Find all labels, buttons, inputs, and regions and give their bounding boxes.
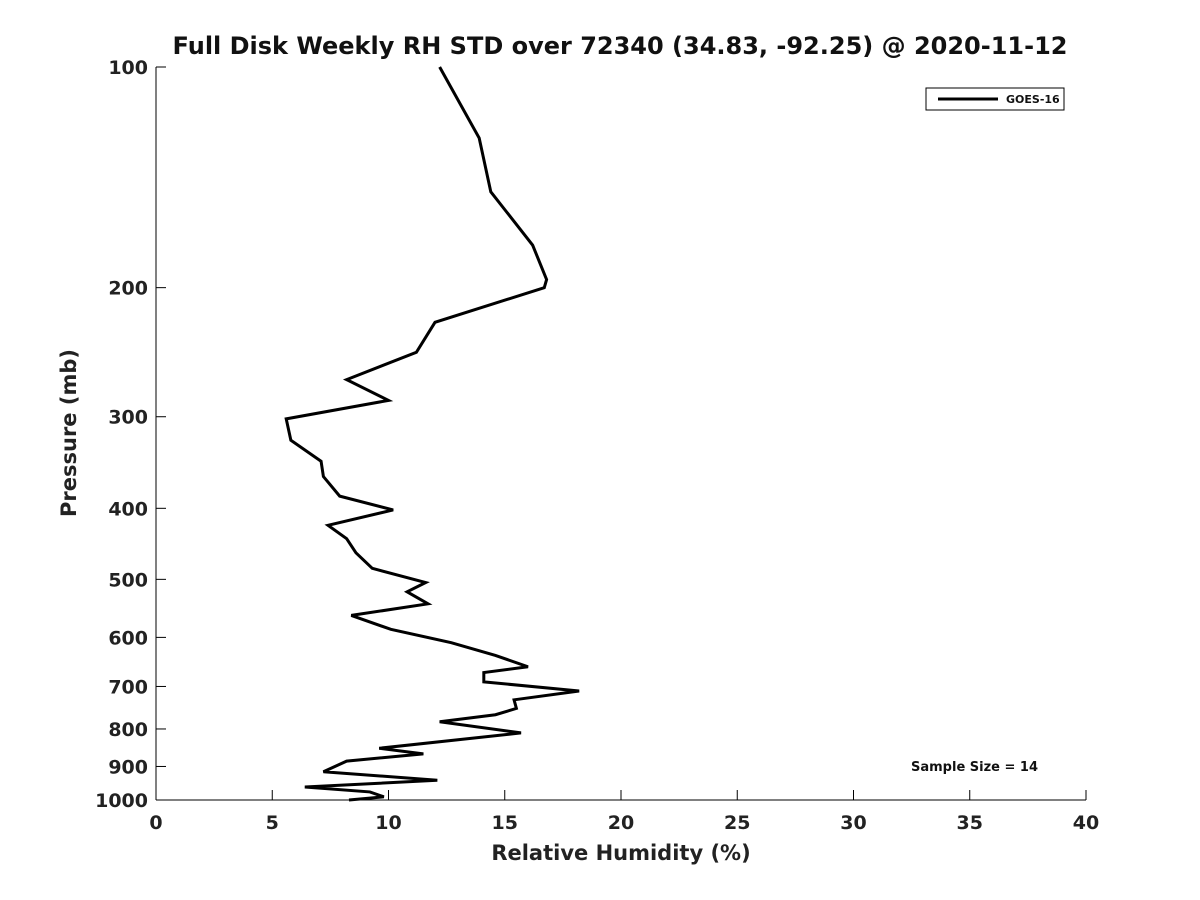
y-axis-label: Pressure (mb) bbox=[57, 349, 81, 517]
series-line-goes-16 bbox=[284, 66, 580, 802]
x-tick-label: 40 bbox=[1073, 812, 1099, 834]
x-ticks-group: 0 5 10 15 20 25 30 35 40 bbox=[149, 790, 1099, 834]
chart-title: Full Disk Weekly RH STD over 72340 (34.8… bbox=[173, 32, 1068, 60]
y-tick-label: 300 bbox=[108, 407, 148, 429]
y-tick-label: 100 bbox=[108, 57, 148, 79]
x-tick-label: 0 bbox=[149, 812, 162, 834]
series-group bbox=[284, 66, 580, 802]
y-tick-label: 400 bbox=[108, 498, 148, 520]
x-tick-label: 15 bbox=[492, 812, 518, 834]
y-tick-label: 800 bbox=[108, 719, 148, 741]
y-tick-label: 500 bbox=[108, 569, 148, 591]
x-tick-label: 5 bbox=[266, 812, 279, 834]
y-tick-label: 200 bbox=[108, 278, 148, 300]
x-tick-label: 30 bbox=[840, 812, 866, 834]
y-ticks-group: 100 200 300 400 500 600 700 800 900 1000 bbox=[95, 57, 166, 812]
y-tick-label: 1000 bbox=[95, 790, 148, 812]
legend: GOES-16 bbox=[925, 87, 1065, 111]
x-tick-label: 10 bbox=[375, 812, 401, 834]
y-tick-label: 600 bbox=[108, 627, 148, 649]
legend-label: GOES-16 bbox=[1006, 93, 1060, 106]
x-axis-label: Relative Humidity (%) bbox=[491, 841, 750, 865]
sample-size-label: Sample Size = 14 bbox=[911, 760, 1038, 775]
x-tick-label: 35 bbox=[957, 812, 983, 834]
y-tick-label: 700 bbox=[108, 676, 148, 698]
x-tick-label: 20 bbox=[608, 812, 634, 834]
x-tick-label: 25 bbox=[724, 812, 750, 834]
y-tick-label: 900 bbox=[108, 756, 148, 778]
